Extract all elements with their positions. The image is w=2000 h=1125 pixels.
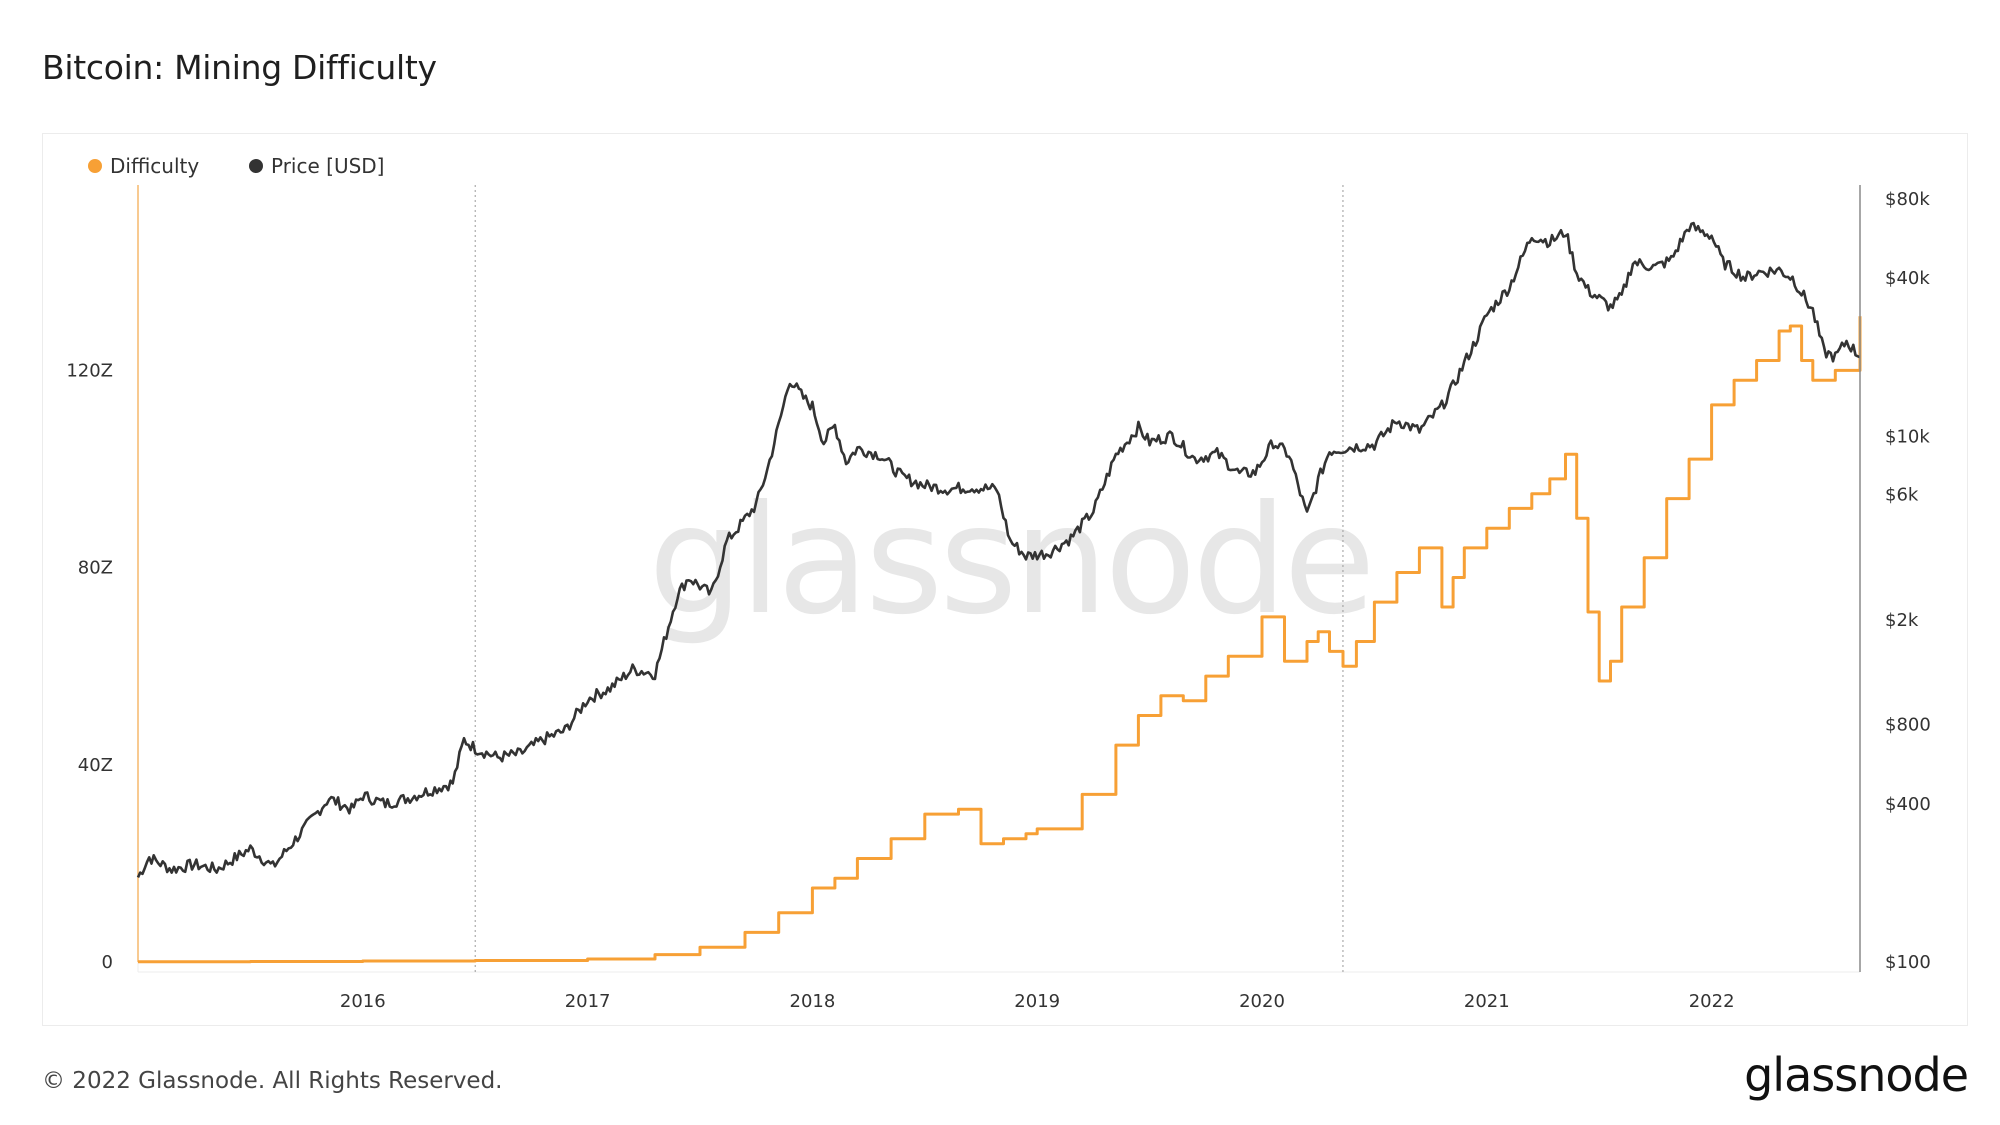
series-layer bbox=[136, 185, 1862, 964]
chart-frame bbox=[42, 133, 1968, 1026]
y-right-tick-label: $6k bbox=[1885, 485, 1919, 506]
y-right-tick-label: $10k bbox=[1885, 426, 1930, 447]
x-tick-label: 2016 bbox=[340, 991, 386, 1012]
page-title: Bitcoin: Mining Difficulty bbox=[42, 48, 437, 87]
axis-layer: 2016 2017 2018 2019 2020 2021 2022 0 40Z 80Z 120Z $… bbox=[66, 185, 1931, 1012]
y-left-tick-label: 80Z bbox=[78, 558, 113, 579]
y-right-tick-label: $40k bbox=[1885, 268, 1930, 289]
glassnode-logo[interactable]: glassnode bbox=[1744, 1048, 1969, 1102]
legend-item-difficulty[interactable]: Difficulty bbox=[88, 154, 199, 178]
x-tick-label: 2020 bbox=[1239, 991, 1285, 1012]
x-tick-label: 2021 bbox=[1464, 991, 1510, 1012]
x-tick-label: 2022 bbox=[1689, 991, 1735, 1012]
difficulty-dot-icon bbox=[88, 159, 102, 173]
footer-copyright: © 2022 Glassnode. All Rights Reserved. bbox=[42, 1068, 503, 1094]
legend-item-price[interactable]: Price [USD] bbox=[249, 154, 385, 178]
y-right-tick-label: $400 bbox=[1885, 794, 1931, 815]
x-tick-label: 2017 bbox=[565, 991, 611, 1012]
y-left-tick-label: 40Z bbox=[78, 755, 113, 776]
y-right-tick-label: $800 bbox=[1885, 715, 1931, 736]
y-right-tick-label: $2k bbox=[1885, 610, 1919, 631]
y-right-tick-label: $100 bbox=[1885, 952, 1931, 973]
legend-label-difficulty: Difficulty bbox=[110, 154, 200, 178]
price-dot-icon bbox=[249, 159, 263, 173]
difficulty-series-line bbox=[138, 316, 1862, 964]
y-left-tick-label: 0 bbox=[102, 952, 113, 973]
legend-label-price: Price [USD] bbox=[271, 154, 385, 178]
watermark: glassnode bbox=[648, 474, 1371, 648]
x-tick-label: 2019 bbox=[1014, 991, 1060, 1012]
y-right-tick-label: $80k bbox=[1885, 189, 1930, 210]
y-left-tick-label: 120Z bbox=[66, 360, 113, 381]
price-series-line bbox=[136, 221, 1861, 878]
x-tick-label: 2018 bbox=[790, 991, 836, 1012]
